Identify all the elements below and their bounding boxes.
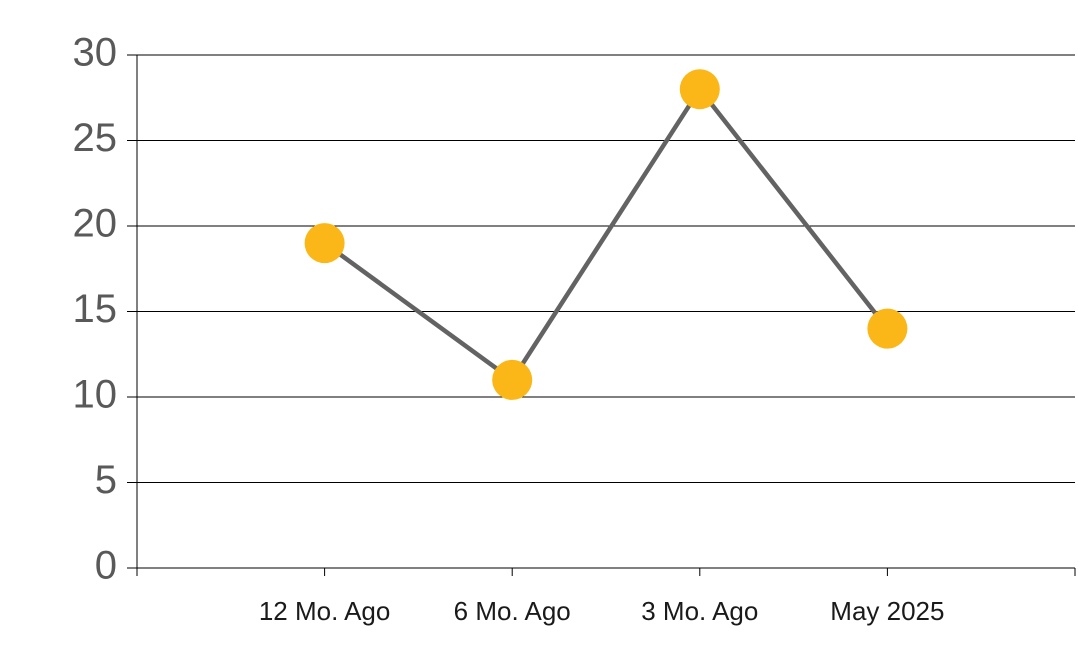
series-line: [323, 85, 890, 384]
point-marker: [304, 223, 345, 264]
y-tick-label: 5: [95, 458, 117, 502]
x-tick-label: 12 Mo. Ago: [259, 596, 391, 626]
point-marker: [679, 69, 720, 110]
y-tick-label: 20: [73, 202, 118, 246]
point-marker: [867, 308, 908, 349]
y-tick-label: 30: [73, 31, 118, 75]
x-tick-label: 6 Mo. Ago: [454, 596, 571, 626]
y-tick-label: 25: [73, 116, 118, 160]
x-tick-label: 3 Mo. Ago: [641, 596, 758, 626]
x-tick-label: May 2025: [830, 596, 944, 626]
point-marker: [492, 359, 533, 400]
y-tick-label: 15: [73, 287, 118, 331]
y-tick-label: 10: [73, 373, 118, 417]
y-tick-label: 0: [95, 544, 117, 588]
